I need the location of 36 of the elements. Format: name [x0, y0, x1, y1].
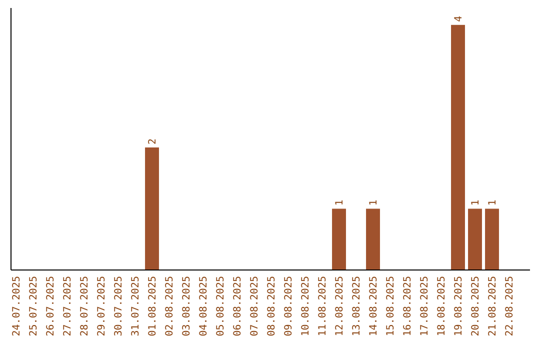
x-tick-label: 14.08.2025: [368, 276, 380, 336]
data-label: 1: [334, 200, 346, 206]
x-tick-label: 17.08.2025: [420, 276, 430, 336]
x-tick-label: 29.07.2025: [96, 276, 108, 336]
x-tick-label: 25.07.2025: [28, 276, 40, 336]
x-tick-label: 20.08.2025: [470, 276, 482, 336]
x-tick-label: 22.08.2025: [504, 276, 516, 336]
x-tick-label: 27.07.2025: [62, 276, 74, 336]
x-tick-label: 26.07.2025: [46, 276, 56, 336]
x-tick-label: 08.08.2025: [266, 276, 278, 336]
data-label: 2: [148, 138, 158, 144]
x-tick-label: 31.07.2025: [130, 276, 142, 336]
x-tick-label: 24.07.2025: [12, 276, 22, 336]
data-label: 1: [470, 200, 482, 206]
data-label: 1: [368, 200, 380, 206]
x-tick-label: 09.08.2025: [284, 276, 294, 336]
x-tick-label: 30.07.2025: [114, 276, 124, 336]
x-tick-label: 21.08.2025: [488, 276, 498, 336]
x-tick-label: 02.08.2025: [164, 276, 176, 336]
x-tick-label: 04.08.2025: [198, 276, 210, 336]
x-tick-label: 16.08.2025: [402, 276, 414, 336]
x-tick-label: 19.08.2025: [454, 276, 464, 336]
x-tick-label: 12.08.2025: [334, 276, 346, 336]
x-tick-label: 15.08.2025: [386, 276, 396, 336]
x-tick-label: 01.08.2025: [148, 276, 158, 336]
x-tick-label: 13.08.2025: [352, 276, 362, 336]
x-tick-label: 11.08.2025: [318, 276, 328, 336]
data-label: 1: [488, 200, 498, 206]
x-tick-label: 03.08.2025: [182, 276, 192, 336]
x-tick-label: 06.08.2025: [232, 276, 244, 336]
data-label: 4: [454, 16, 464, 22]
x-tick-label: 10.08.2025: [300, 276, 312, 336]
x-tick-label: 05.08.2025: [216, 276, 226, 336]
x-tick-label: 28.07.2025: [80, 276, 90, 336]
x-tick-label: 18.08.2025: [436, 276, 448, 336]
x-tick-label: 07.08.2025: [250, 276, 260, 336]
